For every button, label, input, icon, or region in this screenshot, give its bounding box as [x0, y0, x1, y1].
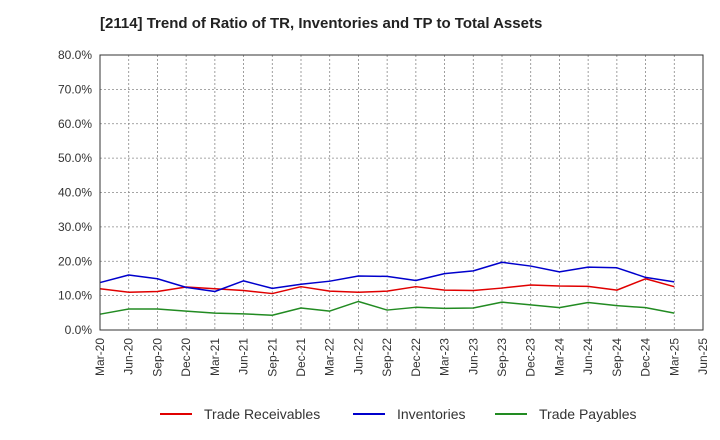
x-tick-label: Dec-21	[294, 338, 308, 377]
x-tick-label: Jun-22	[351, 338, 365, 375]
series-line	[99, 300, 675, 316]
legend-item: Inventories	[353, 406, 465, 422]
x-tick-label: Sep-24	[610, 338, 624, 377]
x-tick-label: Jun-24	[581, 338, 595, 375]
legend-label: Inventories	[397, 406, 465, 422]
x-tick-label: Jun-23	[466, 338, 480, 375]
legend-item: Trade Receivables	[160, 406, 320, 422]
x-tick-label: Mar-25	[667, 338, 681, 376]
grid	[99, 54, 704, 331]
x-tick-label: Mar-23	[438, 338, 452, 376]
x-tick-label: Dec-22	[409, 338, 423, 377]
chart-title: [2114] Trend of Ratio of TR, Inventories…	[100, 15, 543, 32]
x-tick-label: Sep-20	[150, 338, 164, 377]
y-tick-label: 30.0%	[58, 220, 92, 234]
legend: Trade Receivables Inventories Trade Payabl…	[160, 406, 637, 422]
plot-frame	[99, 54, 704, 331]
x-tick-label: Jun-20	[122, 338, 136, 375]
x-tick-label: Dec-23	[524, 338, 538, 377]
y-tick-label: 40.0%	[58, 186, 92, 200]
legend-label: Trade Receivables	[204, 406, 320, 422]
y-tick-label: 10.0%	[58, 289, 92, 303]
y-tick-label: 70.0%	[58, 82, 92, 96]
legend-item: Trade Payables	[495, 406, 637, 422]
x-tick-label: Mar-21	[208, 338, 222, 376]
y-tick-label: 0.0%	[65, 323, 93, 337]
y-axis-tick-labels: 0.0% 10.0% 20.0% 30.0% 40.0% 50.0% 60.0% 70.0% 8…	[58, 48, 92, 337]
x-tick-label: Mar-24	[552, 338, 566, 376]
x-tick-label: Mar-22	[323, 338, 337, 376]
y-tick-label: 60.0%	[58, 117, 92, 131]
y-tick-label: 50.0%	[58, 151, 92, 165]
legend-label: Trade Payables	[539, 406, 637, 422]
x-tick-label: Mar-20	[93, 338, 107, 376]
x-tick-label: Sep-22	[380, 338, 394, 377]
x-tick-label: Dec-20	[179, 338, 193, 377]
x-tick-label: Jun-25	[696, 338, 710, 375]
y-tick-label: 80.0%	[58, 48, 92, 62]
series-line	[99, 261, 675, 293]
x-tick-label: Jun-21	[237, 338, 251, 375]
y-tick-label: 20.0%	[58, 254, 92, 268]
series-lines	[99, 261, 675, 316]
x-tick-label: Dec-24	[639, 338, 653, 377]
x-tick-label: Sep-21	[265, 338, 279, 377]
x-tick-label: Sep-23	[495, 338, 509, 377]
x-axis-tick-labels: Mar-20 Jun-20 Sep-20 Dec-20 Mar-21 Jun-21 Sep-…	[93, 338, 710, 377]
series-line	[99, 278, 675, 295]
